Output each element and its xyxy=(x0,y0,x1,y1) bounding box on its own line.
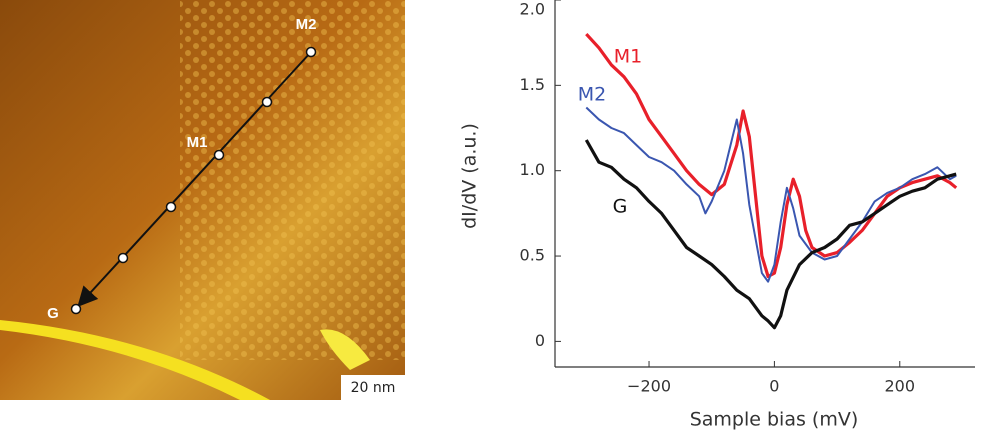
x-tick-label: 0 xyxy=(769,377,779,396)
y-axis-title: dI/dV (a.u.) xyxy=(459,123,481,229)
point-label: M2 xyxy=(296,16,317,33)
y-tick-label: 1.0 xyxy=(520,160,545,179)
series-line xyxy=(585,106,957,283)
series-label: G xyxy=(613,196,628,218)
x-tick-label: 200 xyxy=(885,377,916,396)
series-label: M1 xyxy=(614,46,642,68)
x-axis-title: Sample bias (mV) xyxy=(690,409,859,431)
y-tick-label: 2.0 xyxy=(520,0,545,19)
scale-bar: 20 nm xyxy=(351,380,396,396)
stm-image: M2 M1 G 20 nm xyxy=(0,0,405,400)
y-tick-label: 0.5 xyxy=(520,246,545,265)
series-line xyxy=(585,33,958,279)
series-line xyxy=(584,139,957,330)
x-tick-label: −200 xyxy=(627,377,671,396)
y-tick-label: 1.5 xyxy=(520,75,545,94)
point-label: G xyxy=(47,305,59,322)
series-label: M2 xyxy=(578,84,606,106)
chart: Sample bias (mV) dI/dV (a.u.) 0 0.5 1.0 1.5… xyxy=(459,0,975,431)
y-tick-label: 0 xyxy=(535,331,545,350)
point-label: M1 xyxy=(187,134,208,151)
